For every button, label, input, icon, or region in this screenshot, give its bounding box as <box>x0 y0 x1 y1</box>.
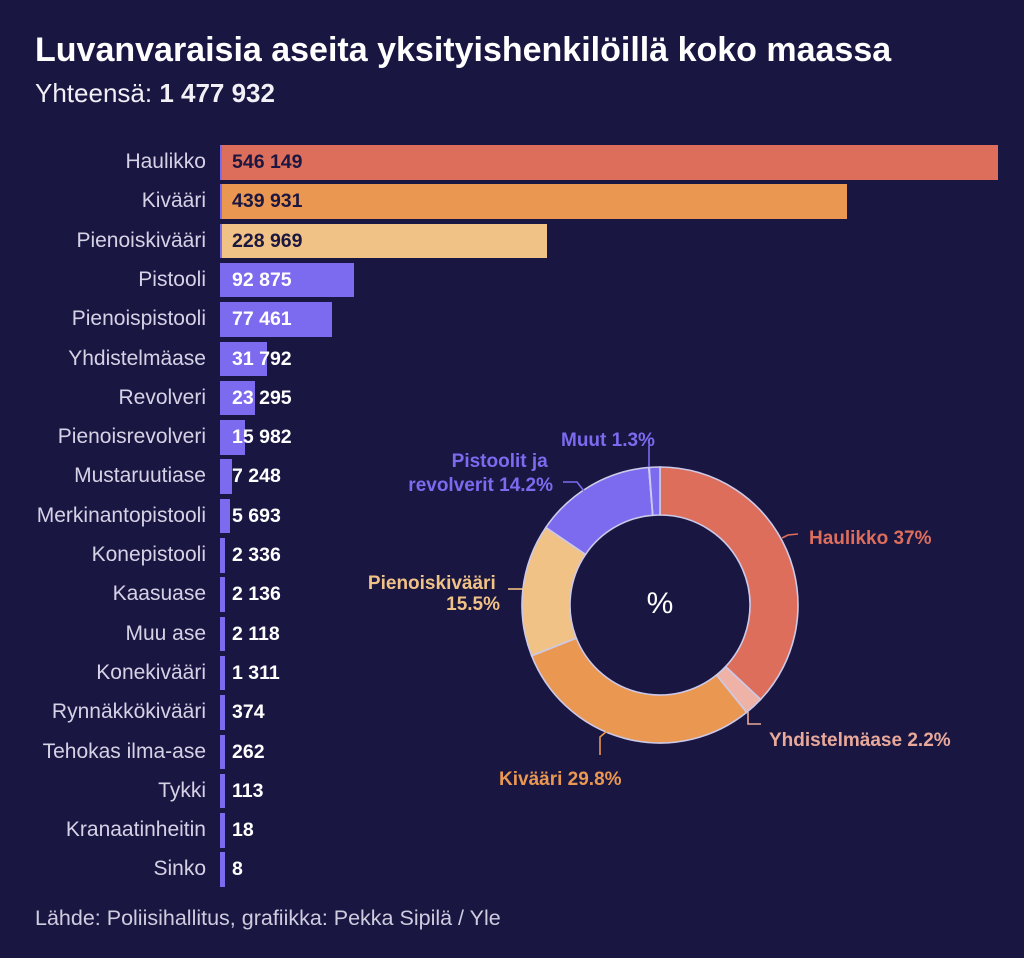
svg-text:Muut 1.3%: Muut 1.3% <box>561 430 655 451</box>
svg-text:%: % <box>647 587 674 620</box>
svg-text:Pienoiskivääri 15.5%: Pienoiskivääri 15.5% <box>368 573 501 615</box>
svg-text:Haulikko 37%: Haulikko 37% <box>809 528 932 549</box>
svg-text:Kivääri 29.8%: Kivääri 29.8% <box>499 769 622 790</box>
svg-text:Yhdistelmäase 2.2%: Yhdistelmäase 2.2% <box>769 730 951 751</box>
svg-text:Pistoolit ja revolverit: Pistoolit ja revolverit 14.2% <box>408 451 553 496</box>
